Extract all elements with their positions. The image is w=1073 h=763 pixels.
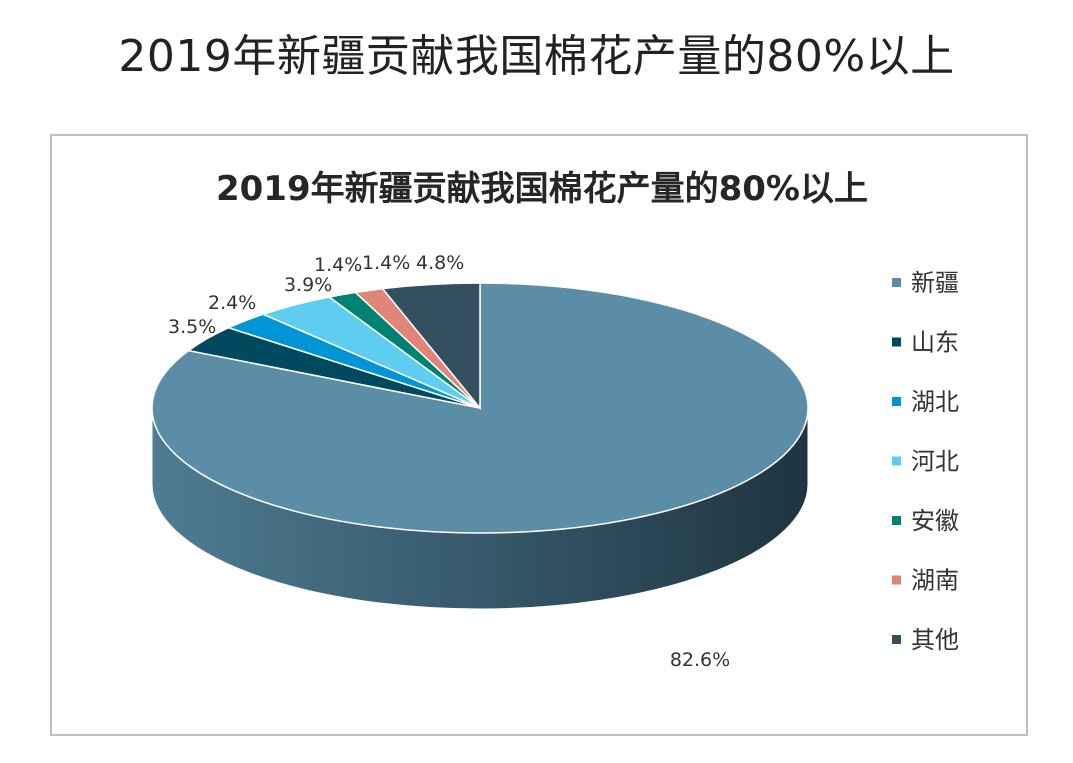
legend-label-4: 河北: [911, 448, 959, 476]
legend-label-7: 其他: [911, 626, 959, 654]
data-label-3: 2.4%: [208, 292, 256, 314]
legend-swatch-2: [892, 337, 901, 347]
chart-title: 2019年新疆贡献我国棉花产量的80%以上: [216, 169, 868, 209]
legend-swatch-4: [892, 456, 901, 466]
legend-swatch-3: [892, 397, 901, 406]
pie-slices: [151, 282, 809, 534]
legend-label-1: 新疆: [911, 269, 959, 297]
pie-slice-7: [381, 282, 481, 411]
data-label-5: 1.4%: [314, 254, 362, 276]
legend-swatch-6: [892, 575, 901, 585]
legend-label-3: 湖北: [911, 388, 959, 416]
legend-label-6: 湖南: [911, 567, 959, 595]
pie-labels: 82.6%3.5%2.4%3.9%1.4% 1.4% 4.8%: [168, 252, 730, 671]
data-label-6: 1.4%: [362, 252, 410, 274]
pie-chart: 2019年新疆贡献我国棉花产量的80%以上 82.6%3.5%2.4%3.9%1…: [151, 169, 959, 671]
legend-swatch-7: [892, 635, 901, 644]
data-label-1: 82.6%: [670, 649, 730, 671]
data-label-4: 3.9%: [284, 274, 332, 296]
legend-label-5: 安徽: [911, 507, 959, 535]
data-label-2: 3.5%: [168, 316, 216, 338]
page-title: 2019年新疆贡献我国棉花产量的80%以上: [118, 31, 955, 82]
legend-swatch-1: [892, 278, 901, 287]
legend-label-2: 山东: [911, 329, 959, 357]
legend-swatch-5: [892, 516, 901, 525]
data-label-7: 4.8%: [416, 252, 464, 274]
chart-frame: 2019年新疆贡献我国棉花产量的80%以上 82.6% 3.5% 2.4% 3.9% 1…: [50, 134, 1028, 736]
